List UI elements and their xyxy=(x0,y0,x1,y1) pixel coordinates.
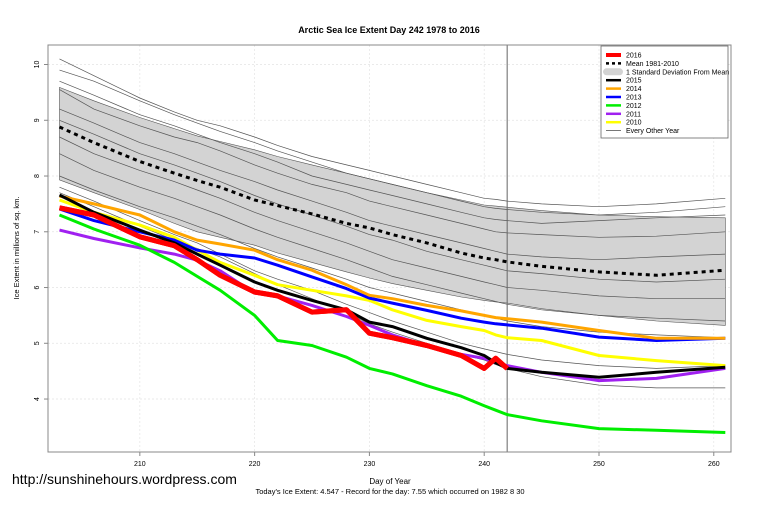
x-tick-label: 240 xyxy=(478,461,490,468)
series-line-2012 xyxy=(58,213,726,434)
series-line-2015 xyxy=(58,193,726,379)
y-tick-label: 10 xyxy=(34,61,41,69)
other-year-line xyxy=(59,153,726,322)
other-year-line xyxy=(59,89,726,238)
x-tick-label: 260 xyxy=(708,461,720,468)
legend-label: 2016 xyxy=(626,53,642,60)
y-axis-label: Ice Extent in millions of sq. km. xyxy=(12,197,21,300)
legend-label: Mean 1981-2010 xyxy=(626,61,679,68)
series-line-2014 xyxy=(59,194,726,340)
legend-swatch-band xyxy=(603,68,623,76)
other-year-line xyxy=(59,80,726,224)
legend-label: Every Other Year xyxy=(626,128,680,135)
other-year-line xyxy=(59,108,726,261)
source-url: http://sunshinehours.wordpress.com xyxy=(12,471,237,487)
y-tick-label: 5 xyxy=(34,341,41,345)
legend-box xyxy=(600,45,729,139)
legend-label: 2010 xyxy=(626,120,642,127)
y-tick-label: 4 xyxy=(34,397,41,401)
x-tick-label: 220 xyxy=(249,461,261,468)
other-year-line xyxy=(59,58,726,208)
x-tick-label: 230 xyxy=(364,461,376,468)
legend-label: 1 Standard Deviation From Mean xyxy=(626,69,729,76)
legend-label: 2011 xyxy=(626,111,641,118)
y-tick-label: 7 xyxy=(34,230,41,234)
x-axis-label: Day of Year xyxy=(369,477,411,486)
series-line-2013 xyxy=(59,207,726,342)
legend-label: 2014 xyxy=(626,86,642,93)
y-tick-label: 6 xyxy=(34,285,41,289)
other-year-line xyxy=(59,119,726,283)
x-tick-label: 210 xyxy=(134,461,146,468)
plot-frame xyxy=(47,44,732,453)
chart-subtitle: Today's Ice Extent: 4.547 - Record for t… xyxy=(255,487,524,496)
series-line-2010 xyxy=(58,198,726,368)
chart-title: Arctic Sea Ice Extent Day 242 1978 to 20… xyxy=(298,25,480,35)
legend-label: 2012 xyxy=(626,103,642,110)
legend-label: 2013 xyxy=(626,95,642,102)
other-year-line xyxy=(59,69,726,216)
series-line-mean xyxy=(58,125,726,277)
plot-area xyxy=(48,45,731,452)
y-tick-label: 8 xyxy=(34,174,41,178)
series-line-2016 xyxy=(58,205,509,371)
other-year-line xyxy=(59,175,726,339)
other-year-line xyxy=(59,136,726,300)
legend-label: 2015 xyxy=(626,78,642,85)
x-tick-label: 250 xyxy=(593,461,605,468)
y-tick-label: 9 xyxy=(34,118,41,122)
other-year-line xyxy=(59,186,726,369)
